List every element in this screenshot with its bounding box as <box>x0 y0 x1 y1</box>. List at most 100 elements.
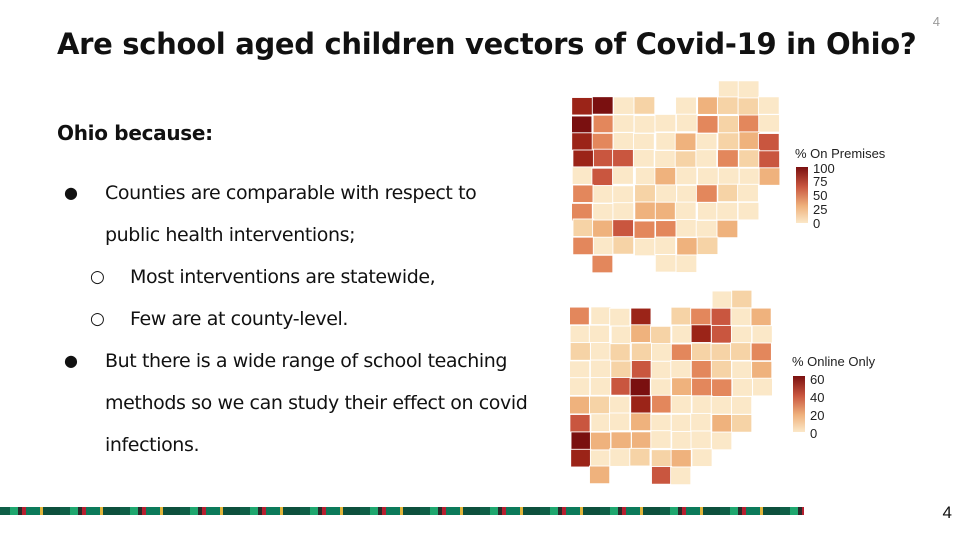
county-cell <box>612 202 635 221</box>
county-cell <box>737 97 760 116</box>
county-cell <box>630 395 652 414</box>
county-cell <box>674 201 697 221</box>
decorative-border-strip <box>0 507 804 515</box>
county-cell <box>592 148 615 168</box>
county-cell <box>691 342 713 362</box>
county-cell <box>710 396 732 415</box>
county-cell <box>717 115 740 134</box>
county-cell <box>737 183 759 203</box>
county-cell <box>670 413 692 433</box>
county-cell <box>570 360 591 380</box>
county-cell <box>731 290 753 309</box>
county-cell <box>650 413 672 433</box>
county-cell <box>629 447 651 467</box>
subheading: Ohio because: <box>57 121 213 145</box>
county-cell <box>675 254 698 273</box>
county-cell <box>671 431 693 450</box>
county-cell <box>630 307 652 327</box>
county-cell <box>738 167 761 187</box>
county-cell <box>731 378 753 397</box>
county-cell <box>717 149 739 168</box>
legend-title: % Online Only <box>792 354 876 369</box>
county-cell <box>572 132 593 151</box>
ohio-county-map <box>572 80 780 274</box>
county-cell <box>590 413 612 432</box>
ohio-map-online-only <box>570 290 772 502</box>
county-cell <box>589 431 612 451</box>
legend-color-bar <box>793 376 805 432</box>
county-cell <box>654 254 677 273</box>
county-cell <box>612 219 634 238</box>
county-cell <box>591 167 614 187</box>
county-cell <box>730 342 752 361</box>
county-cell <box>716 96 739 115</box>
county-cell <box>696 236 719 255</box>
county-cell <box>650 325 672 345</box>
county-cell <box>650 430 672 449</box>
county-cell <box>651 466 673 485</box>
county-cell <box>670 343 692 363</box>
county-cell <box>670 359 692 379</box>
county-cell <box>697 167 719 186</box>
county-cell <box>651 394 673 414</box>
county-cell <box>738 114 760 133</box>
county-cell <box>650 360 672 380</box>
county-cell <box>570 431 592 451</box>
bullet-marker: ● <box>64 183 78 202</box>
legend-title: % On Premises <box>795 146 886 161</box>
county-cell <box>609 412 631 432</box>
county-cell <box>633 132 655 152</box>
county-cell <box>695 219 718 239</box>
county-cell <box>751 325 772 344</box>
county-cell <box>612 185 634 204</box>
county-cell <box>676 237 698 256</box>
county-cell <box>697 96 719 115</box>
county-cell <box>674 132 697 151</box>
county-cell <box>570 448 592 468</box>
county-cell <box>630 342 653 362</box>
county-cell <box>690 360 712 379</box>
county-cell <box>634 237 656 257</box>
county-cell <box>570 342 591 361</box>
county-cell <box>612 132 635 151</box>
county-cell <box>654 201 677 221</box>
county-cell <box>670 449 692 468</box>
county-cell <box>610 360 632 380</box>
county-cell <box>570 395 591 415</box>
county-cell <box>632 149 655 168</box>
county-cell <box>634 167 657 186</box>
slide-title: Are school aged children vectors of Covi… <box>57 27 917 61</box>
legend-on-premises: % On Premises 100 75 50 25 0 <box>795 146 915 236</box>
county-cell <box>675 113 698 133</box>
legend-tick: 25 <box>813 202 828 217</box>
county-cell <box>651 343 673 362</box>
county-cell <box>751 360 772 380</box>
legend-tick: 60 <box>810 372 825 387</box>
county-cell <box>588 324 610 344</box>
county-cell <box>730 325 753 345</box>
county-cell <box>631 431 653 450</box>
county-cell <box>634 201 657 220</box>
county-cell <box>591 96 614 115</box>
county-cell <box>609 307 631 327</box>
county-cell <box>654 167 677 186</box>
bullet-list: ● Counties are comparable with respect t… <box>60 172 530 466</box>
county-cell <box>629 377 651 397</box>
county-cell <box>695 184 718 203</box>
county-cell <box>696 115 719 134</box>
county-cell <box>717 80 740 99</box>
bullet-item: ● Counties are comparable with respect t… <box>60 172 530 256</box>
county-cell <box>752 377 772 397</box>
county-cell <box>609 343 631 362</box>
county-cell <box>710 307 732 327</box>
county-cell <box>590 306 612 326</box>
county-cell <box>612 96 635 115</box>
county-cell <box>655 220 677 239</box>
county-cell <box>610 431 632 451</box>
county-cell <box>633 115 656 134</box>
county-cell <box>612 236 635 255</box>
sub-bullet-marker: ○ <box>90 309 105 329</box>
county-cell <box>634 184 656 203</box>
county-cell <box>675 96 697 116</box>
page-number-bottom: 4 <box>942 503 952 522</box>
